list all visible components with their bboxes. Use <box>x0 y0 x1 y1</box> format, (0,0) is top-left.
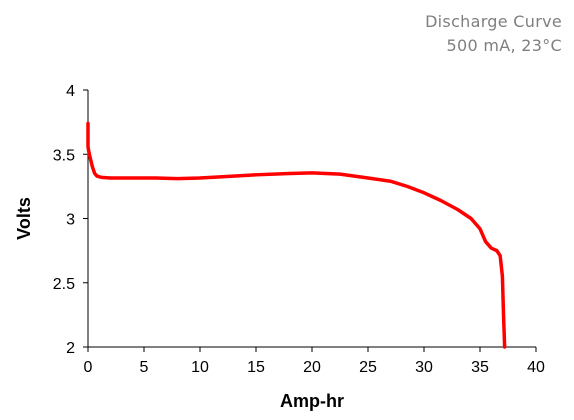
chart-subtitle: 500 mA, 23°C <box>446 36 562 55</box>
x-tick-label: 15 <box>247 359 265 376</box>
x-tick-label: 5 <box>140 359 149 376</box>
x-tick-label: 35 <box>471 359 489 376</box>
chart-title: Discharge Curve <box>425 12 562 31</box>
y-tick-label: 4 <box>66 83 75 100</box>
y-tick-label: 3.5 <box>53 147 75 164</box>
y-tick-label: 2.5 <box>53 276 75 293</box>
x-axis-title: Amp-hr <box>280 391 344 411</box>
y-axis-title: Volts <box>14 197 34 240</box>
chart-series <box>86 121 507 349</box>
x-tick-label: 25 <box>359 359 377 376</box>
series-line-0 <box>86 121 507 349</box>
x-tick-label: 10 <box>191 359 209 376</box>
x-tick-label: 40 <box>527 359 545 376</box>
x-tick-label: 30 <box>415 359 433 376</box>
chart-title-block: Discharge Curve 500 mA, 23°C <box>425 10 562 58</box>
y-tick-label: 3 <box>66 212 75 229</box>
x-tick-label: 0 <box>84 359 93 376</box>
x-tick-label: 20 <box>303 359 321 376</box>
y-tick-label: 2 <box>66 340 75 357</box>
chart-ticks: 0 5 10 15 20 25 30 35 40 2 2.5 3 3.5 4 <box>53 83 545 376</box>
